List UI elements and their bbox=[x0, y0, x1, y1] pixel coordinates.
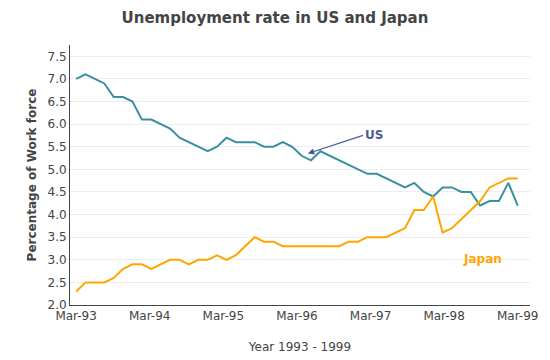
svg-text:Mar-96: Mar-96 bbox=[276, 309, 317, 323]
svg-text:Mar-94: Mar-94 bbox=[129, 309, 170, 323]
svg-text:7.5: 7.5 bbox=[48, 50, 67, 64]
svg-text:3.0: 3.0 bbox=[48, 253, 67, 267]
svg-text:Mar-93: Mar-93 bbox=[55, 309, 96, 323]
svg-text:4.5: 4.5 bbox=[48, 185, 67, 199]
svg-text:Mar-95: Mar-95 bbox=[203, 309, 244, 323]
svg-text:2.5: 2.5 bbox=[48, 276, 67, 290]
svg-text:3.5: 3.5 bbox=[48, 230, 67, 244]
svg-text:Unemployment rate in US and Ja: Unemployment rate in US and Japan bbox=[122, 9, 429, 27]
svg-text:6.5: 6.5 bbox=[48, 95, 67, 109]
svg-text:5.5: 5.5 bbox=[48, 140, 67, 154]
svg-text:4.0: 4.0 bbox=[48, 208, 67, 222]
svg-text:7.0: 7.0 bbox=[48, 72, 67, 86]
svg-text:Year 1993 - 1999: Year 1993 - 1999 bbox=[248, 340, 351, 354]
svg-text:5.0: 5.0 bbox=[48, 163, 67, 177]
svg-text:Mar-97: Mar-97 bbox=[350, 309, 391, 323]
svg-text:2.0: 2.0 bbox=[48, 298, 67, 312]
svg-text:Percentage of Work force: Percentage of Work force bbox=[25, 89, 39, 262]
svg-text:Mar-99: Mar-99 bbox=[497, 309, 538, 323]
svg-text:Mar-98: Mar-98 bbox=[423, 309, 464, 323]
svg-text:US: US bbox=[365, 128, 383, 142]
svg-text:Japan: Japan bbox=[463, 252, 502, 266]
svg-text:6.0: 6.0 bbox=[48, 117, 67, 131]
